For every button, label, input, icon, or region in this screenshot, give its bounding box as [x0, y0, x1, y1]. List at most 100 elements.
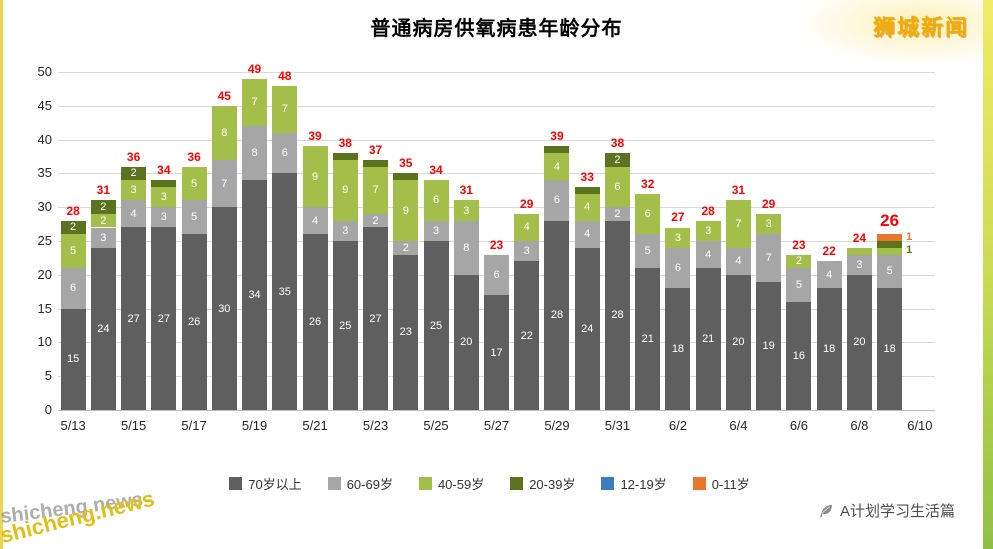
bar-value-label: 8 [463, 241, 470, 254]
bar-value-label: 3 [463, 204, 470, 217]
bar-segment: 24 [574, 247, 600, 410]
bar-value-label: 7 [251, 96, 258, 109]
bar-value-label: 30 [218, 302, 231, 315]
bar-segment: 6 [604, 166, 630, 208]
bar-value-label: 22 [520, 329, 533, 342]
bar-segment: 4 [695, 241, 721, 269]
bar-segment: 4 [725, 247, 751, 275]
bar-segment: 25 [332, 241, 358, 410]
bar-value-label: 9 [342, 184, 349, 197]
bar-segment: 8 [211, 105, 237, 160]
bar-segment: 6 [544, 180, 570, 221]
bar-value-label: 5 [886, 265, 893, 278]
bar-segment: 9 [393, 180, 419, 241]
bar-segment: 4 [816, 261, 842, 289]
legend-item: 70岁以上 [229, 474, 302, 493]
bar-value-label: 3 [705, 224, 712, 237]
bar-segment: 9 [302, 146, 328, 208]
bar-segment: 3 [332, 220, 358, 241]
bar-value-label: 2 [614, 153, 621, 166]
bar-total-label: 49 [247, 61, 262, 76]
chart-title: 普通病房供氧病患年龄分布 [370, 18, 623, 40]
gridline [58, 139, 935, 141]
bar-value-label: 7 [221, 177, 228, 190]
bar-value-label: 18 [823, 343, 836, 356]
bar-total-label: 34 [157, 163, 171, 178]
bar-segment: 3 [514, 241, 540, 262]
bar-value-label: 18 [671, 343, 685, 356]
legend-label: 0-11岁 [711, 477, 750, 492]
bar-segment: 30 [211, 207, 237, 410]
left-edge-decoration [0, 0, 3, 549]
y-tick-label: 25 [37, 233, 52, 248]
bar-segment: 2 [90, 213, 116, 228]
bar-value-label: 7 [372, 184, 379, 197]
bar-segment: 20 [846, 274, 872, 410]
bar-total-label: 22 [822, 244, 836, 259]
bar-value-label: 23 [399, 326, 412, 339]
bar-value-label: 5 [191, 211, 198, 224]
y-tick-label: 45 [37, 97, 52, 113]
bar-segment: 3 [695, 220, 721, 241]
gridline [58, 105, 935, 107]
bar-value-label: 16 [792, 349, 806, 362]
bar-segment: 7 [363, 166, 389, 214]
bar-total-label: 29 [520, 196, 534, 211]
bar-segment: 4 [574, 220, 600, 248]
bar-total-label: 45 [217, 88, 231, 103]
bar-value-label: 26 [187, 316, 201, 329]
bar-value-label: 5 [191, 177, 198, 190]
legend-swatch [229, 477, 243, 490]
bar-value-label: 2 [614, 207, 621, 220]
bar-segment: 28 [544, 220, 570, 410]
bar-segment: 2 [90, 200, 116, 214]
legend-label: 12-19岁 [620, 477, 667, 492]
y-tick-label: 20 [37, 266, 52, 282]
bar-value-label-outside: 1 [906, 243, 913, 256]
bar-segment: 8 [453, 220, 479, 275]
bar-segment: 3 [423, 220, 449, 241]
x-tick-label: 6/8 [850, 418, 869, 433]
bar-segment: 25 [423, 241, 449, 410]
bar-value-label: 9 [311, 170, 319, 183]
bar-value-label: 2 [795, 255, 802, 268]
bar-segment: 3 [151, 186, 177, 208]
bar-value-label: 6 [614, 180, 621, 193]
bar-value-label: 2 [372, 214, 379, 227]
bar-total-label: 37 [368, 142, 383, 157]
bar-value-label: 8 [221, 126, 228, 139]
bar-value-label: 4 [705, 248, 712, 261]
bar-segment: 17 [484, 295, 509, 410]
bar-total-label: 23 [489, 237, 504, 252]
bar-total-label: 29 [761, 196, 776, 211]
bar-segment: 4 [121, 200, 147, 228]
legend-item: 20-39岁 [510, 474, 575, 493]
gridline [58, 241, 935, 242]
x-tick-label: 6/6 [789, 418, 808, 433]
bar-segment: 7 [725, 200, 751, 248]
bar-segment: 23 [393, 254, 419, 410]
bar-segment: 6 [272, 132, 298, 174]
y-tick-label: 10 [37, 334, 52, 350]
bar-value-label: 4 [735, 255, 742, 268]
bar-value-label: 21 [702, 333, 715, 346]
bar-segment [332, 153, 358, 160]
bar-segment: 7 [272, 85, 298, 133]
y-tick-label: 35 [37, 165, 52, 181]
bar-segment: 7 [242, 78, 268, 127]
legend-swatch [692, 477, 706, 490]
bar-segment [877, 241, 903, 248]
bar-value-label: 34 [248, 289, 261, 302]
bar-segment: 18 [877, 288, 903, 410]
bar-total-label: 36 [126, 149, 141, 164]
bar-value-label: 25 [339, 319, 352, 332]
bar-value-label: 2 [130, 167, 137, 180]
bar-total-label: 39 [308, 129, 322, 144]
bar-value-label: 4 [553, 160, 561, 173]
bar-value-label: 4 [523, 221, 530, 234]
bar-value-label: 6 [674, 262, 681, 275]
bar-total-label: 48 [278, 68, 292, 83]
bar-segment: 26 [302, 234, 328, 410]
bar-value-label: 9 [402, 204, 409, 217]
